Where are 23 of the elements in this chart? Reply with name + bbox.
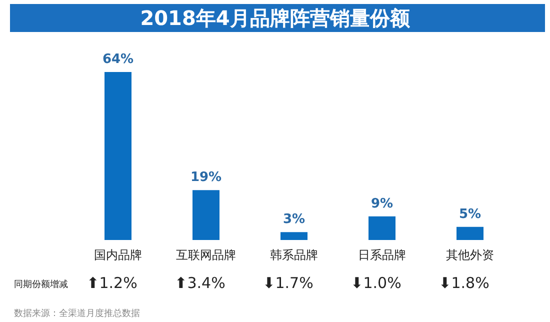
bar [280,232,308,240]
x-tick-label: 日系品牌 [358,248,406,262]
text: ⬇1.7% [262,274,314,292]
bar [104,72,132,240]
x-tick-label: 互联网品牌 [176,248,236,262]
x-tick-label: 韩系品牌 [270,248,318,262]
text: ⬇1.8% [438,274,490,292]
bar [368,216,396,240]
text: ⬆3.4% [174,274,226,292]
data-label: 64% [102,52,134,67]
x-tick-label: 其他外资 [446,248,494,262]
source-note: 数据来源：全渠道月度推总数据 [14,308,140,319]
bar [456,226,484,240]
bar [192,190,220,240]
text: ⬆1.2% [86,274,138,292]
data-label: 9% [370,196,394,212]
data-label: 5% [458,206,482,222]
chart-title: 2018年4月品牌阵营销量份额 [140,6,411,30]
text: 同期份额增减 [14,279,68,290]
data-label: 3% [282,212,306,228]
text: ⬇1.0% [350,274,402,292]
x-tick-label: 国内品牌 [94,248,142,262]
data-label: 19% [190,170,222,186]
